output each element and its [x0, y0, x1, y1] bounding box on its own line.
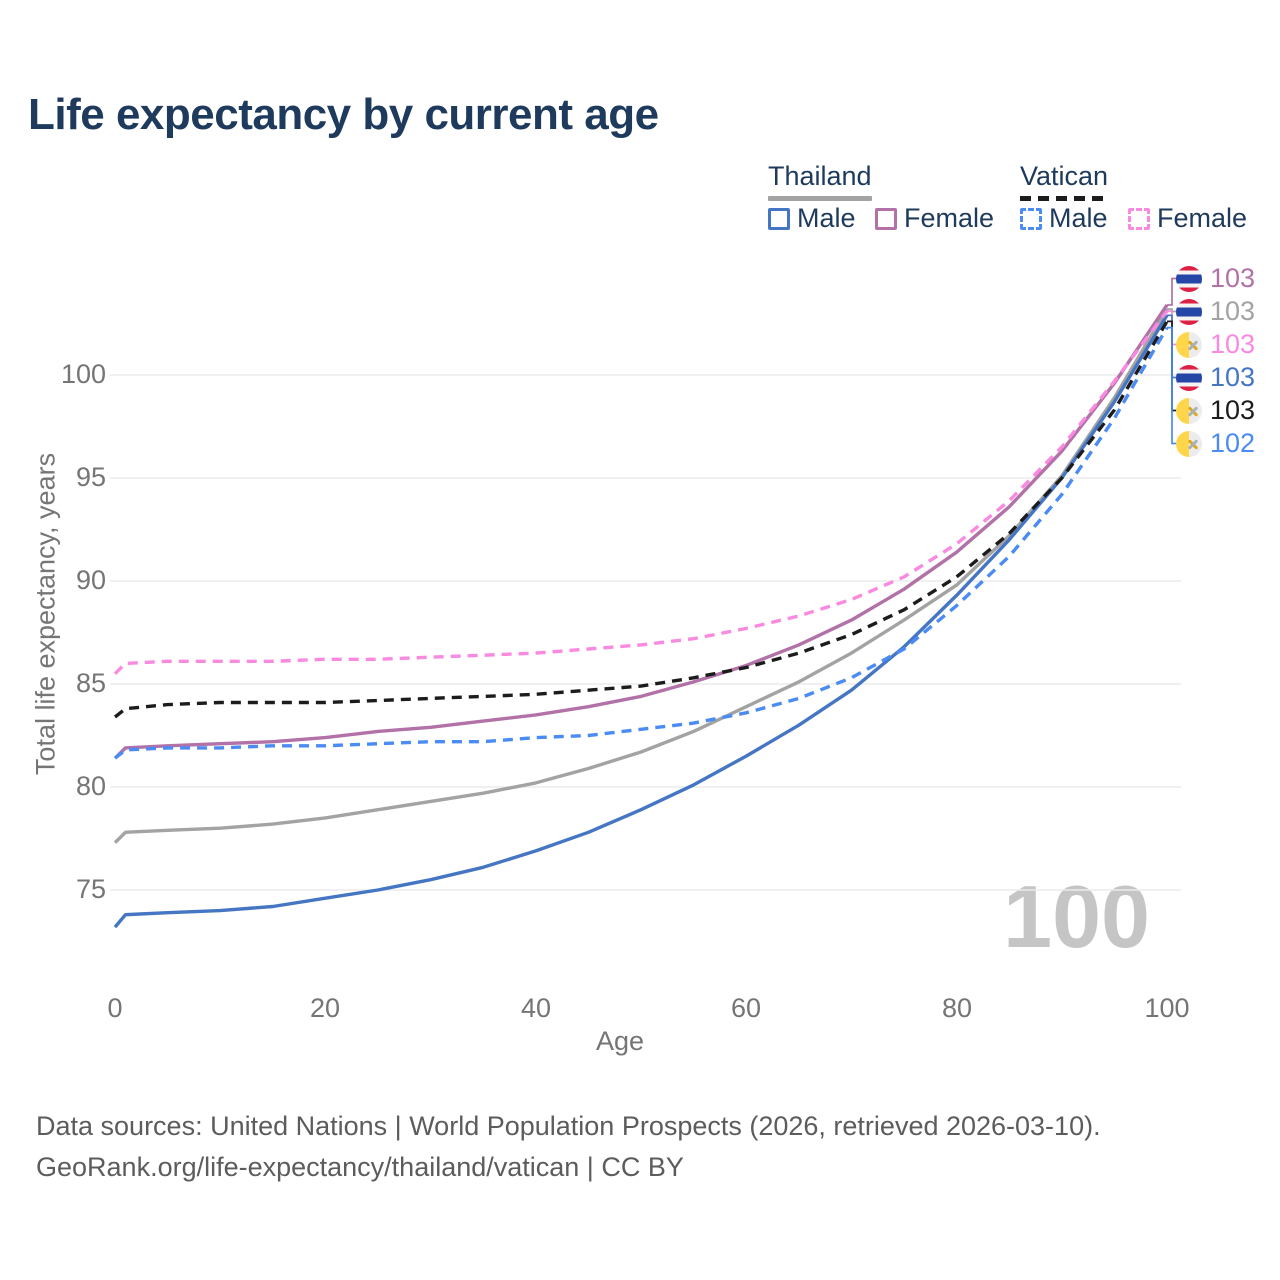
legend-item-label: Male	[1049, 203, 1108, 233]
y-tick-75: 75	[75, 874, 106, 904]
y-tick-80: 80	[75, 771, 106, 801]
y-tick-90: 90	[75, 565, 106, 595]
thailand-flag-icon	[1176, 265, 1202, 292]
endpoint-row-thailand: 103	[1176, 295, 1255, 328]
thailand-flag-icon	[1176, 364, 1202, 391]
thailand-female-swatch-icon	[875, 207, 897, 230]
endpoint-value: 102	[1210, 428, 1256, 458]
y-tick-85: 85	[75, 668, 106, 698]
x-axis-label: Age	[595, 1026, 645, 1056]
age-counter-watermark: 100	[1003, 867, 1150, 966]
thailand-male-swatch-icon	[768, 207, 790, 230]
x-tick-100: 100	[1144, 993, 1190, 1023]
y-tick-95: 95	[75, 462, 106, 492]
legend-item-label: Female	[904, 203, 995, 233]
legend-item-vatican-female[interactable]: Female	[1128, 203, 1247, 234]
legend-group-vatican-label: Vatican	[1020, 161, 1109, 191]
footer: Data sources: United Nations | World Pop…	[36, 1106, 1101, 1188]
footer-attribution-line: GeoRank.org/life-expectancy/thailand/vat…	[36, 1152, 684, 1182]
thailand-flag-icon	[1176, 298, 1202, 325]
x-tick-80: 80	[941, 993, 973, 1023]
y-tick-100: 100	[60, 359, 106, 389]
endpoint-value: 103	[1210, 395, 1256, 425]
endpoint-row-thailand-male: 103	[1176, 361, 1255, 394]
vatican-female-swatch-icon	[1128, 207, 1150, 230]
endpoint-value: 103	[1210, 296, 1256, 326]
vatican-flag-icon	[1176, 397, 1202, 424]
endpoint-row-thailand-female: 103	[1176, 262, 1255, 295]
x-tick-20: 20	[309, 993, 341, 1023]
legend-item-vatican-male[interactable]: Male	[1020, 203, 1108, 234]
endpoint-row-vatican: 103	[1176, 394, 1255, 427]
legend-item-thailand-female[interactable]: Female	[875, 203, 994, 234]
vatican-dashed-line-key-icon	[1020, 196, 1109, 201]
vatican-flag-icon	[1176, 430, 1202, 457]
footer-source-line: Data sources: United Nations | World Pop…	[36, 1111, 1101, 1141]
thailand-solid-line-key-icon	[768, 196, 872, 201]
legend-item-label: Male	[797, 203, 856, 233]
endpoint-label-list: 103 103 103 103 103 102	[1176, 262, 1255, 460]
endpoint-value: 103	[1210, 263, 1256, 293]
vatican-flag-icon	[1176, 331, 1202, 358]
x-tick-40: 40	[520, 993, 552, 1023]
x-tick-60: 60	[730, 993, 762, 1023]
endpoint-row-vatican-female: 103	[1176, 328, 1255, 361]
endpoint-value: 103	[1210, 329, 1256, 359]
x-tick-0: 0	[107, 993, 123, 1023]
page-title: Life expectancy by current age	[28, 90, 659, 139]
endpoint-row-vatican-male: 102	[1176, 427, 1255, 460]
endpoint-value: 103	[1210, 362, 1256, 392]
legend-item-thailand-male[interactable]: Male	[768, 203, 856, 234]
legend-item-label: Female	[1157, 203, 1248, 233]
legend-group-thailand-label: Thailand	[768, 161, 872, 191]
vatican-male-swatch-icon	[1020, 207, 1042, 230]
legend-group-vatican: Vatican	[1020, 161, 1109, 201]
legend-group-thailand: Thailand	[768, 161, 872, 201]
